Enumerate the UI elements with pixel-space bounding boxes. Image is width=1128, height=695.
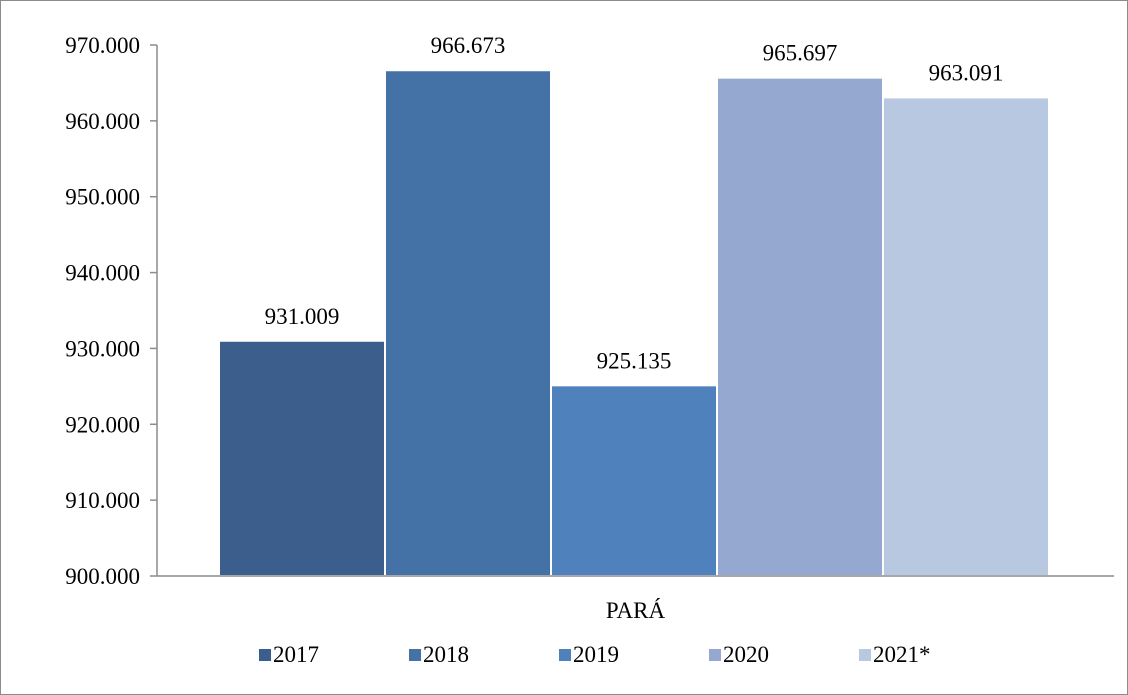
legend-swatch — [559, 649, 571, 661]
bar-2020 — [716, 76, 884, 577]
y-tick-label: 910.000 — [65, 488, 140, 513]
bar-2018 — [384, 69, 552, 577]
y-axis: 900.000 910.000 920.000 930.000 940.000 950.0… — [65, 33, 158, 589]
data-label: 931.009 — [265, 304, 340, 329]
y-tick-label: 940.000 — [65, 261, 140, 286]
legend-swatch — [259, 649, 271, 661]
y-tick-label: 950.000 — [65, 185, 140, 210]
bar-2021 — [882, 96, 1050, 577]
legend-label: 2017 — [273, 642, 319, 667]
y-tick-label: 970.000 — [65, 33, 140, 58]
legend-swatch — [859, 649, 871, 661]
legend-label: 2021* — [873, 642, 931, 667]
data-label: 963.091 — [929, 60, 1004, 85]
bar-2019 — [550, 384, 718, 577]
data-label: 965.697 — [763, 41, 838, 66]
legend-label: 2018 — [423, 642, 469, 667]
y-tick-label: 900.000 — [65, 564, 140, 589]
legend-label: 2020 — [723, 642, 769, 667]
legend: 2017 2018 2019 2020 2021* — [259, 642, 931, 667]
category-label: PARÁ — [606, 598, 666, 623]
y-tick-label: 960.000 — [65, 109, 140, 134]
data-label: 925.135 — [597, 348, 672, 373]
data-labels-group: 931.009 966.673 925.135 965.697 963.091 — [265, 33, 1004, 373]
bar-2017 — [218, 339, 386, 578]
legend-swatch — [409, 649, 421, 661]
y-tick-label: 930.000 — [65, 336, 140, 361]
data-label: 966.673 — [431, 33, 506, 58]
bars-group — [218, 69, 1050, 578]
legend-label: 2019 — [573, 642, 619, 667]
y-tick-label: 920.000 — [65, 412, 140, 437]
legend-swatch — [709, 649, 721, 661]
